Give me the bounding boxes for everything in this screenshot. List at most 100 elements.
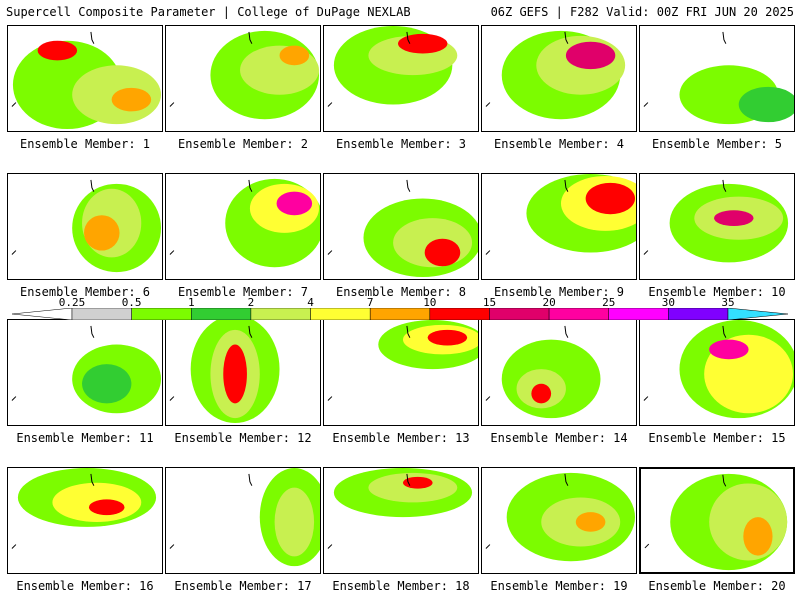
lake-outline [564, 325, 569, 338]
ensemble-member-label: Ensemble Member: 5 [651, 137, 783, 151]
coastline [327, 544, 333, 549]
ensemble-member-label: Ensemble Member: 15 [648, 431, 786, 445]
scp-contour [82, 364, 132, 404]
lake-outline [564, 473, 569, 486]
ensemble-member-label: Ensemble Member: 6 [19, 285, 151, 299]
scale-segment [250, 308, 311, 320]
ensemble-member-panel[interactable] [639, 467, 795, 574]
lake-outline [90, 31, 95, 44]
ensemble-member-panel[interactable] [7, 319, 163, 426]
coastline [11, 544, 17, 549]
lake-outline [722, 474, 727, 487]
scp-contour [427, 329, 468, 346]
ensemble-member-label: Ensemble Member: 2 [177, 137, 309, 151]
coastline [643, 250, 649, 255]
lake-outline [90, 325, 95, 338]
coastline [485, 544, 491, 549]
scale-segment [71, 308, 132, 320]
scp-contour [88, 499, 125, 516]
ensemble-member-panel[interactable] [7, 25, 163, 132]
lake-outline [90, 179, 95, 192]
color-scale-bar [12, 308, 788, 320]
ensemble-member-panel[interactable] [481, 25, 637, 132]
ensemble-member-panel[interactable] [323, 319, 479, 426]
scp-contour [402, 476, 433, 489]
scp-map [169, 468, 320, 567]
ensemble-member-label: Ensemble Member: 8 [335, 285, 467, 299]
scale-segment [548, 308, 609, 320]
ensemble-member-label: Ensemble Member: 4 [493, 137, 625, 151]
scp-contour [565, 41, 616, 70]
scp-map [327, 468, 473, 549]
scale-tick-label: 7 [366, 296, 374, 309]
scp-map [11, 179, 162, 273]
ensemble-member-label: Ensemble Member: 14 [490, 431, 628, 445]
ensemble-member-panel[interactable] [323, 467, 479, 574]
scale-tick-label: 30 [661, 296, 675, 309]
ensemble-member-label: Ensemble Member: 1 [19, 137, 151, 151]
coastline [485, 250, 491, 255]
lake-outline [722, 325, 727, 338]
ensemble-member-panel[interactable] [481, 467, 637, 574]
scp-contour [738, 86, 794, 123]
coastline [643, 396, 649, 401]
ensemble-member-panel[interactable] [639, 173, 795, 280]
ensemble-member-panel[interactable] [323, 25, 479, 132]
ensemble-member-panel[interactable] [165, 25, 321, 132]
scp-contour [585, 182, 636, 215]
scp-contour [424, 238, 461, 267]
ensemble-member-panel[interactable] [165, 319, 321, 426]
ensemble-member-panel[interactable] [7, 173, 163, 280]
lake-outline [406, 179, 411, 192]
lake-outline [722, 31, 727, 44]
scp-contour [274, 487, 315, 557]
run-info: 06Z GEFS | F282 Valid: 00Z FRI JUN 20 20… [490, 5, 794, 19]
scp-map [11, 325, 162, 414]
scp-map [327, 26, 458, 107]
scp-map [644, 473, 788, 571]
ensemble-member-label: Ensemble Member: 13 [332, 431, 470, 445]
coastline [169, 250, 175, 255]
coastline [485, 102, 491, 107]
coastline [11, 250, 17, 255]
ensemble-member-panel[interactable] [639, 319, 795, 426]
lake-outline [248, 473, 253, 486]
scale-segment [191, 308, 252, 320]
coastline [11, 102, 17, 107]
coastline [327, 396, 333, 401]
ensemble-member-panel[interactable] [481, 319, 637, 426]
scp-contour [276, 191, 313, 216]
scale-segment [310, 308, 371, 320]
scale-tick-label: 4 [307, 296, 314, 309]
scale-segment [131, 308, 192, 320]
scp-contour [223, 344, 247, 404]
scp-contour [714, 210, 754, 227]
scp-map [643, 320, 794, 419]
ensemble-member-panel[interactable] [165, 467, 321, 574]
ensemble-member-panel[interactable] [481, 173, 637, 280]
lake-outline [564, 31, 569, 44]
lake-outline [248, 179, 253, 192]
ensemble-member-label: Ensemble Member: 12 [174, 431, 312, 445]
coastline [11, 396, 17, 401]
scp-contour [111, 87, 152, 112]
ensemble-member-panel[interactable] [323, 173, 479, 280]
scp-map [485, 325, 601, 419]
ensemble-member-panel[interactable] [165, 173, 321, 280]
ensemble-member-label: Ensemble Member: 3 [335, 137, 467, 151]
lake-outline [564, 179, 569, 192]
scp-contour [709, 339, 749, 360]
ensemble-member-panel[interactable] [639, 25, 795, 132]
scp-map [11, 468, 157, 549]
scale-tick-label: 35 [721, 296, 735, 309]
scp-map [485, 30, 626, 120]
ensemble-member-panel[interactable] [7, 467, 163, 574]
coastline [644, 543, 650, 549]
scale-segment [489, 308, 550, 320]
lake-outline [406, 31, 411, 44]
ensemble-member-label: Ensemble Member: 7 [177, 285, 309, 299]
ensemble-member-label: Ensemble Member: 11 [16, 431, 154, 445]
scale-low-cap [12, 308, 73, 320]
lake-outline [248, 31, 253, 44]
lake-outline [248, 325, 253, 338]
